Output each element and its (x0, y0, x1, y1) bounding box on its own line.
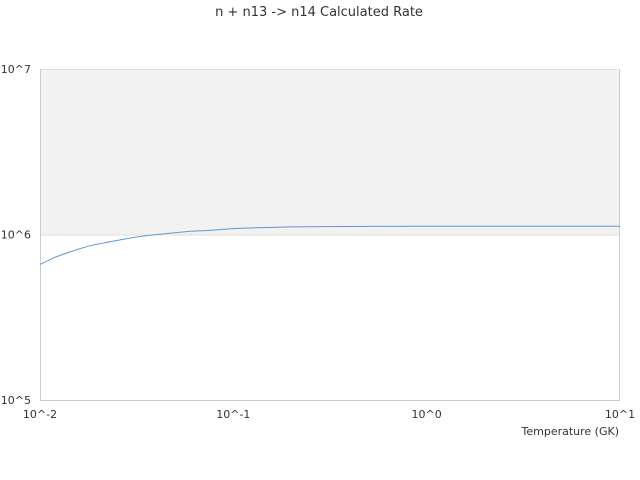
x-tick-label: 10^-1 (216, 408, 250, 421)
chart-title: n + n13 -> n14 Calculated Rate (215, 5, 423, 20)
x-tick-label: 10^1 (605, 408, 635, 421)
y-tick-label: 10^6 (1, 229, 31, 242)
shaded-band (40, 69, 620, 235)
y-tick-label: 10^5 (1, 394, 31, 407)
y-tick-label: 10^7 (1, 63, 31, 76)
y-tick-labels: 10^5 10^6 10^7 (1, 63, 31, 407)
axes (40, 69, 620, 401)
x-axis-label: Temperature (GK) (521, 425, 620, 438)
series-line (39, 225, 620, 265)
x-tick-labels: 10^-2 10^-1 10^0 10^1 (23, 408, 635, 421)
x-tick-label: 10^-2 (23, 408, 57, 421)
x-tick-label: 10^0 (412, 408, 442, 421)
